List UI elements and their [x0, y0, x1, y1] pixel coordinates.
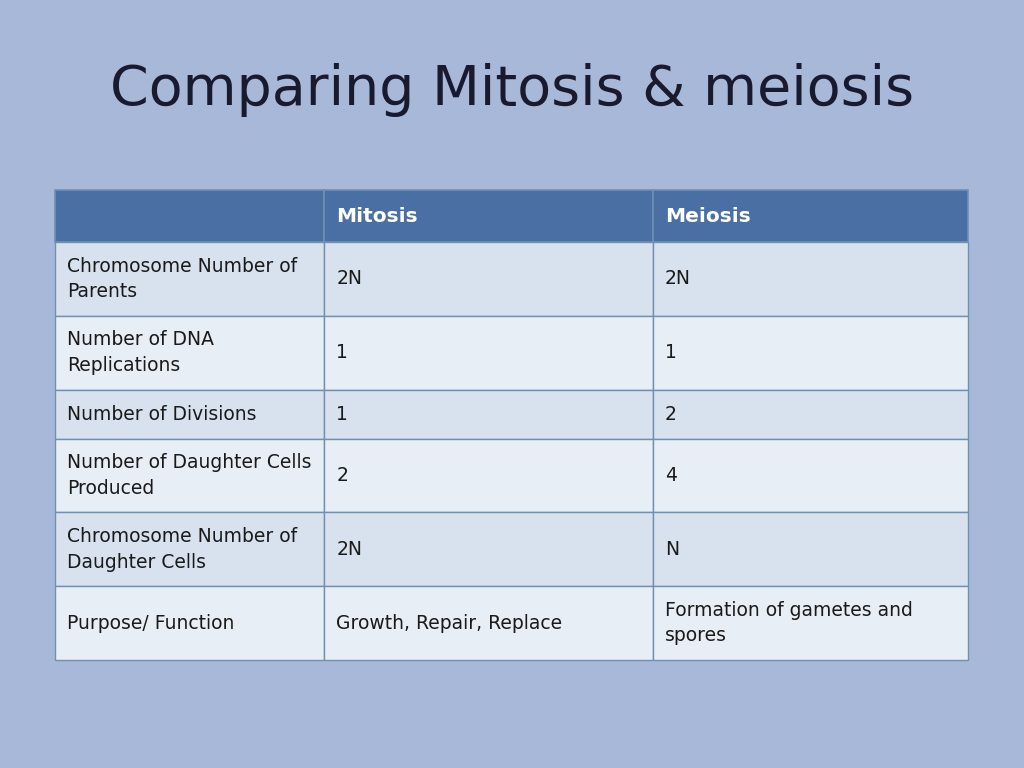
- Text: 1: 1: [336, 343, 348, 362]
- Text: 2N: 2N: [336, 540, 362, 559]
- Text: Comparing Mitosis & meiosis: Comparing Mitosis & meiosis: [110, 63, 914, 117]
- Text: 1: 1: [665, 343, 677, 362]
- Bar: [55, 316, 325, 389]
- Text: 1: 1: [336, 405, 348, 424]
- Bar: [653, 316, 968, 389]
- Text: 2: 2: [336, 466, 348, 485]
- Text: Chromosome Number of
Daughter Cells: Chromosome Number of Daughter Cells: [67, 527, 297, 571]
- Bar: [55, 512, 325, 586]
- Bar: [653, 439, 968, 512]
- Text: Number of DNA
Replications: Number of DNA Replications: [67, 330, 214, 375]
- Text: Growth, Repair, Replace: Growth, Repair, Replace: [336, 614, 562, 633]
- Bar: [325, 439, 653, 512]
- Text: 2: 2: [665, 405, 677, 424]
- Text: Number of Divisions: Number of Divisions: [67, 405, 256, 424]
- Bar: [55, 439, 325, 512]
- Text: Formation of gametes and
spores: Formation of gametes and spores: [665, 601, 912, 645]
- Bar: [55, 242, 325, 316]
- Bar: [653, 586, 968, 660]
- Bar: [325, 316, 653, 389]
- Bar: [55, 389, 325, 439]
- Text: 4: 4: [665, 466, 677, 485]
- Bar: [325, 190, 653, 242]
- Bar: [653, 190, 968, 242]
- Text: N: N: [665, 540, 679, 559]
- Text: 2N: 2N: [336, 270, 362, 288]
- Text: Meiosis: Meiosis: [665, 207, 751, 226]
- Bar: [325, 242, 653, 316]
- Bar: [325, 586, 653, 660]
- Text: 2N: 2N: [665, 270, 691, 288]
- Text: Purpose/ Function: Purpose/ Function: [67, 614, 234, 633]
- Bar: [653, 242, 968, 316]
- Bar: [653, 512, 968, 586]
- Text: Number of Daughter Cells
Produced: Number of Daughter Cells Produced: [67, 453, 311, 498]
- Bar: [55, 190, 325, 242]
- Bar: [325, 389, 653, 439]
- Text: Chromosome Number of
Parents: Chromosome Number of Parents: [67, 257, 297, 301]
- Bar: [325, 512, 653, 586]
- Bar: [55, 586, 325, 660]
- Bar: [653, 389, 968, 439]
- Text: Mitosis: Mitosis: [336, 207, 418, 226]
